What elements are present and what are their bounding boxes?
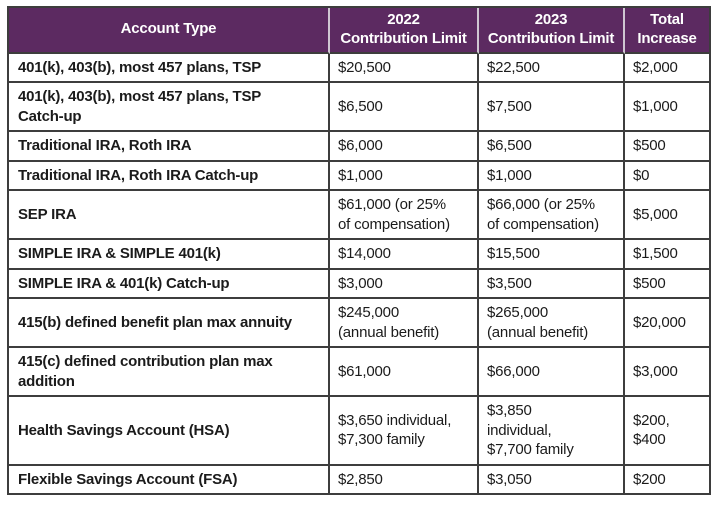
cell-account-type: 401(k), 403(b), most 457 plans, TSP xyxy=(9,53,330,83)
table-row: Health Savings Account (HSA) $3,650 indi… xyxy=(9,397,709,466)
cell-total-increase: $3,000 xyxy=(625,348,709,397)
table-row: 401(k), 403(b), most 457 plans, TSP $20,… xyxy=(9,53,709,83)
cell-account-type: SEP IRA xyxy=(9,191,330,240)
cell-total-increase: $20,000 xyxy=(625,299,709,348)
table-body: 401(k), 403(b), most 457 plans, TSP $20,… xyxy=(9,53,709,493)
cell-account-type: Health Savings Account (HSA) xyxy=(9,397,330,466)
cell-account-type: SIMPLE IRA & 401(k) Catch-up xyxy=(9,269,330,299)
cell-total-increase: $2,000 xyxy=(625,53,709,83)
column-header-2023-limit: 2023 Contribution Limit xyxy=(479,8,625,54)
cell-2022-limit: $14,000 xyxy=(330,240,479,270)
cell-account-type: Flexible Savings Account (FSA) xyxy=(9,465,330,493)
cell-2022-limit: $20,500 xyxy=(330,53,479,83)
table-row: 415(c) defined contribution plan max add… xyxy=(9,348,709,397)
cell-account-type: 415(b) defined benefit plan max annuity xyxy=(9,299,330,348)
column-header-2022-limit: 2022 Contribution Limit xyxy=(330,8,479,54)
table-row: SIMPLE IRA & SIMPLE 401(k) $14,000 $15,5… xyxy=(9,240,709,270)
cell-2022-limit: $6,000 xyxy=(330,132,479,162)
cell-2023-limit: $66,000 xyxy=(479,348,625,397)
column-header-total-increase: Total Increase xyxy=(625,8,709,54)
cell-2022-limit: $3,000 xyxy=(330,269,479,299)
table-row: SIMPLE IRA & 401(k) Catch-up $3,000 $3,5… xyxy=(9,269,709,299)
cell-total-increase: $200, $400 xyxy=(625,397,709,466)
cell-2023-limit: $7,500 xyxy=(479,83,625,132)
cell-2022-limit: $61,000 xyxy=(330,348,479,397)
cell-2022-limit: $6,500 xyxy=(330,83,479,132)
cell-2023-limit: $6,500 xyxy=(479,132,625,162)
cell-total-increase: $5,000 xyxy=(625,191,709,240)
cell-total-increase: $1,000 xyxy=(625,83,709,132)
table-row: Traditional IRA, Roth IRA Catch-up $1,00… xyxy=(9,161,709,191)
contribution-limits-table: Account Type 2022 Contribution Limit 202… xyxy=(7,6,711,495)
cell-total-increase: $1,500 xyxy=(625,240,709,270)
cell-2023-limit: $15,500 xyxy=(479,240,625,270)
cell-2022-limit: $61,000 (or 25% of compensation) xyxy=(330,191,479,240)
cell-account-type: 401(k), 403(b), most 457 plans, TSP Catc… xyxy=(9,83,330,132)
table-row: Traditional IRA, Roth IRA $6,000 $6,500 … xyxy=(9,132,709,162)
table-row: 415(b) defined benefit plan max annuity … xyxy=(9,299,709,348)
cell-total-increase: $200 xyxy=(625,465,709,493)
cell-account-type: SIMPLE IRA & SIMPLE 401(k) xyxy=(9,240,330,270)
cell-2022-limit: $2,850 xyxy=(330,465,479,493)
table-row: SEP IRA $61,000 (or 25% of compensation)… xyxy=(9,191,709,240)
column-header-account-type: Account Type xyxy=(9,8,330,54)
cell-account-type: Traditional IRA, Roth IRA Catch-up xyxy=(9,161,330,191)
cell-2023-limit: $265,000 (annual benefit) xyxy=(479,299,625,348)
cell-2023-limit: $3,850 individual, $7,700 family xyxy=(479,397,625,466)
cell-total-increase: $500 xyxy=(625,269,709,299)
cell-total-increase: $500 xyxy=(625,132,709,162)
cell-account-type: 415(c) defined contribution plan max add… xyxy=(9,348,330,397)
header-row: Account Type 2022 Contribution Limit 202… xyxy=(9,8,709,54)
cell-2022-limit: $1,000 xyxy=(330,161,479,191)
cell-2023-limit: $66,000 (or 25% of compensation) xyxy=(479,191,625,240)
cell-2023-limit: $22,500 xyxy=(479,53,625,83)
table-row: 401(k), 403(b), most 457 plans, TSP Catc… xyxy=(9,83,709,132)
cell-2022-limit: $245,000 (annual benefit) xyxy=(330,299,479,348)
cell-total-increase: $0 xyxy=(625,161,709,191)
cell-2023-limit: $3,050 xyxy=(479,465,625,493)
table-header: Account Type 2022 Contribution Limit 202… xyxy=(9,8,709,54)
cell-account-type: Traditional IRA, Roth IRA xyxy=(9,132,330,162)
table-row: Flexible Savings Account (FSA) $2,850 $3… xyxy=(9,465,709,493)
cell-2023-limit: $3,500 xyxy=(479,269,625,299)
cell-2022-limit: $3,650 individual, $7,300 family xyxy=(330,397,479,466)
cell-2023-limit: $1,000 xyxy=(479,161,625,191)
